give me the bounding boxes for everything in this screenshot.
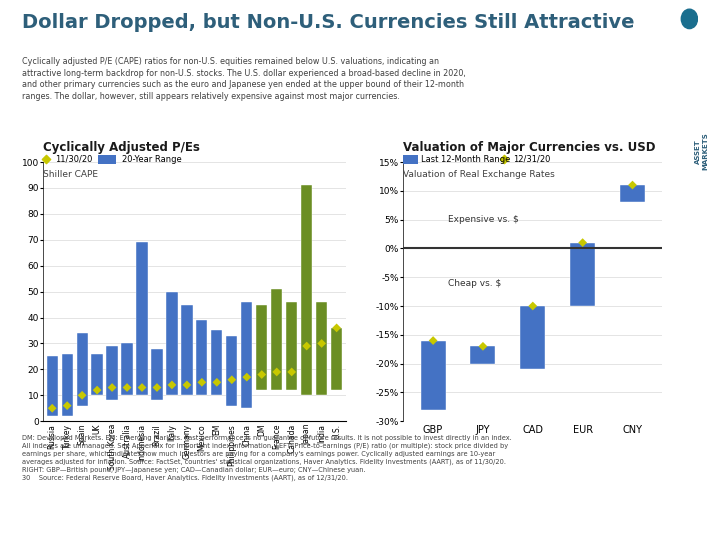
Bar bbox=[211, 330, 222, 395]
Bar bbox=[226, 336, 238, 406]
Bar bbox=[151, 349, 163, 401]
Text: 12/31/20: 12/31/20 bbox=[513, 155, 550, 164]
Text: DM: Developed Markets. EM: Emerging Markets. Past performance is no guarantee of: DM: Developed Markets. EM: Emerging Mark… bbox=[22, 435, 511, 481]
Point bbox=[271, 368, 282, 376]
Point bbox=[181, 381, 193, 389]
Bar bbox=[47, 356, 58, 416]
Text: Valuation of Real Exchange Rates: Valuation of Real Exchange Rates bbox=[403, 170, 555, 179]
Point bbox=[121, 383, 132, 392]
Point bbox=[211, 378, 222, 387]
Point bbox=[527, 302, 539, 310]
Bar bbox=[166, 292, 178, 395]
Bar bbox=[301, 185, 312, 395]
FancyBboxPatch shape bbox=[98, 155, 116, 164]
Point bbox=[216, 106, 228, 114]
Point bbox=[577, 238, 588, 247]
Text: Expensive vs. $: Expensive vs. $ bbox=[448, 215, 519, 225]
Bar bbox=[76, 333, 88, 406]
Text: Cyclically Adjusted P/Es: Cyclically Adjusted P/Es bbox=[43, 141, 200, 154]
Point bbox=[477, 342, 489, 350]
Point bbox=[151, 383, 163, 392]
Text: 11/30/20: 11/30/20 bbox=[55, 155, 93, 164]
Bar bbox=[197, 320, 207, 395]
Point bbox=[196, 378, 207, 387]
Bar bbox=[241, 302, 253, 408]
Text: Cyclically adjusted P/E (CAPE) ratios for non-U.S. equities remained below U.S. : Cyclically adjusted P/E (CAPE) ratios fo… bbox=[22, 57, 465, 101]
Point bbox=[626, 181, 638, 190]
Point bbox=[166, 381, 178, 389]
Text: Last 12-Month Range: Last 12-Month Range bbox=[421, 155, 510, 164]
Point bbox=[107, 383, 118, 392]
Point bbox=[46, 404, 58, 413]
Text: Valuation of Major Currencies vs. USD: Valuation of Major Currencies vs. USD bbox=[403, 141, 656, 154]
Text: Cheap vs. $: Cheap vs. $ bbox=[448, 279, 501, 288]
Bar bbox=[271, 289, 282, 390]
Bar bbox=[61, 354, 73, 416]
Bar bbox=[570, 242, 595, 306]
Point bbox=[76, 391, 88, 400]
Bar bbox=[620, 185, 645, 202]
Bar bbox=[521, 306, 545, 369]
Point bbox=[428, 336, 439, 345]
Point bbox=[226, 375, 238, 384]
Bar bbox=[470, 346, 495, 363]
Bar bbox=[181, 305, 192, 395]
Bar bbox=[286, 302, 297, 390]
Point bbox=[316, 339, 328, 348]
Bar bbox=[331, 328, 342, 390]
Text: Shiller CAPE: Shiller CAPE bbox=[43, 170, 98, 179]
Bar bbox=[420, 341, 446, 410]
Point bbox=[61, 401, 73, 410]
Text: 20-Year Range: 20-Year Range bbox=[122, 155, 181, 164]
Point bbox=[331, 323, 343, 332]
Circle shape bbox=[681, 9, 698, 29]
Bar bbox=[316, 302, 328, 395]
Point bbox=[286, 368, 297, 376]
FancyBboxPatch shape bbox=[403, 155, 418, 164]
Point bbox=[256, 370, 268, 379]
Point bbox=[136, 383, 148, 392]
Point bbox=[91, 386, 103, 394]
Text: Dollar Dropped, but Non-U.S. Currencies Still Attractive: Dollar Dropped, but Non-U.S. Currencies … bbox=[22, 14, 634, 32]
Bar bbox=[136, 242, 148, 395]
Text: ASSET
MARKETS: ASSET MARKETS bbox=[696, 132, 708, 170]
Bar bbox=[91, 354, 103, 395]
Bar bbox=[256, 305, 267, 390]
Point bbox=[301, 342, 312, 350]
Point bbox=[241, 373, 253, 381]
Bar bbox=[107, 346, 117, 401]
Bar bbox=[122, 343, 132, 395]
